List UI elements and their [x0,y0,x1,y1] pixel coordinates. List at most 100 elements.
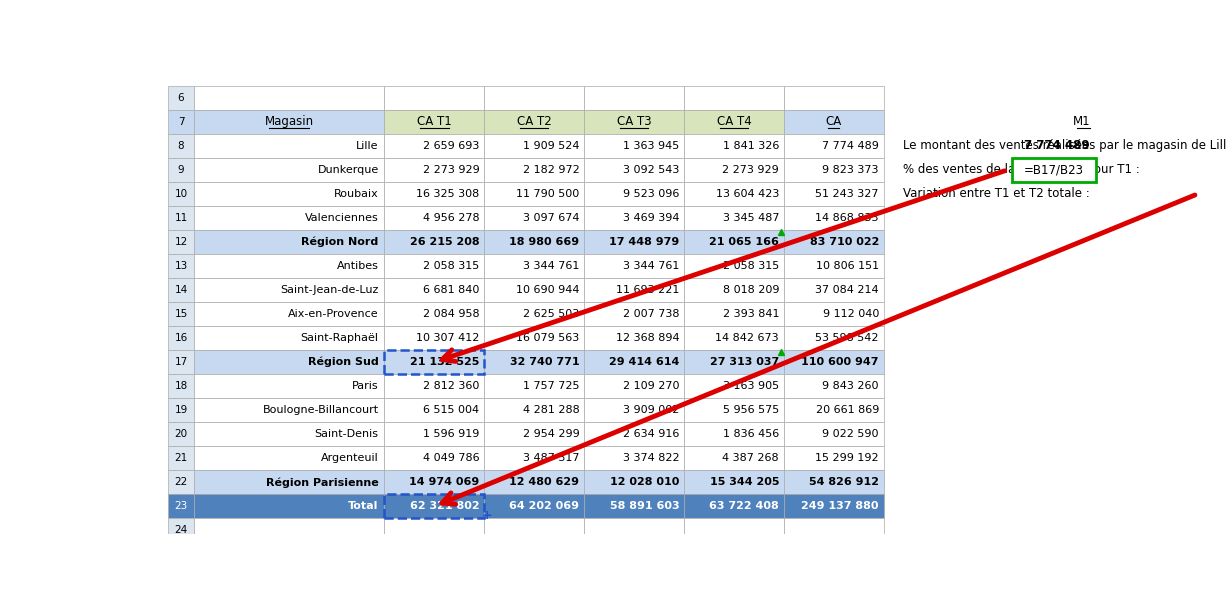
Text: 4 387 268: 4 387 268 [723,453,779,463]
Text: Boulogne-Billancourt: Boulogne-Billancourt [263,405,379,415]
Text: 12 480 629: 12 480 629 [509,477,579,487]
Text: Dunkerque: Dunkerque [318,165,379,175]
Bar [784,206,883,230]
Bar [683,446,784,470]
Text: Variation entre T1 et T2 totale :: Variation entre T1 et T2 totale : [903,187,1090,200]
Bar [784,518,883,542]
Bar [168,350,194,374]
Bar [168,422,194,446]
Text: 18: 18 [174,381,188,391]
Bar [194,350,384,374]
Bar [485,302,584,326]
Text: 11 790 500: 11 790 500 [517,189,579,199]
Bar [384,278,485,302]
Bar [584,470,683,494]
Bar [584,302,683,326]
Bar [485,110,584,134]
Text: CA: CA [826,115,842,128]
Text: Antibes: Antibes [337,261,379,271]
Text: 58 891 603: 58 891 603 [610,501,680,511]
Text: 2 634 916: 2 634 916 [623,429,680,439]
Bar [485,518,584,542]
Text: 10 307 412: 10 307 412 [416,333,480,343]
Bar [384,206,485,230]
Bar [485,422,584,446]
Bar [584,86,683,110]
Bar [683,350,784,374]
Bar [384,422,485,446]
Text: 3 909 002: 3 909 002 [623,405,680,415]
Text: 2 273 929: 2 273 929 [723,165,779,175]
Text: 2 812 360: 2 812 360 [423,381,480,391]
Text: 4 956 278: 4 956 278 [423,213,480,223]
Text: 27 313 037: 27 313 037 [710,357,779,367]
Text: Roubaix: Roubaix [334,189,379,199]
Bar [194,518,384,542]
Text: 16: 16 [174,333,188,343]
Text: 10 690 944: 10 690 944 [515,285,579,295]
Bar [683,326,784,350]
Bar [485,182,584,206]
Bar [784,494,883,518]
Text: Lille: Lille [356,141,379,151]
Bar [194,230,384,254]
Bar [194,278,384,302]
Bar [194,470,384,494]
Bar [784,278,883,302]
Bar [784,254,883,278]
Bar [194,182,384,206]
Text: 10 806 151: 10 806 151 [816,261,879,271]
Text: 14 974 069: 14 974 069 [410,477,480,487]
Text: 62 321 802: 62 321 802 [410,501,480,511]
Text: 3 163 905: 3 163 905 [723,381,779,391]
Bar [168,278,194,302]
Bar [194,110,384,134]
Text: CA T3: CA T3 [617,115,652,128]
Text: 9 523 096: 9 523 096 [623,189,680,199]
Bar [683,470,784,494]
Bar [194,494,384,518]
Text: =B17/B23: =B17/B23 [1023,163,1083,176]
Text: 2 084 958: 2 084 958 [423,309,480,319]
Text: 2 273 929: 2 273 929 [423,165,480,175]
Text: 17 448 979: 17 448 979 [609,237,680,247]
Bar [384,158,485,182]
Text: 2 109 270: 2 109 270 [623,381,680,391]
Bar [168,158,194,182]
Text: 2 393 841: 2 393 841 [723,309,779,319]
Bar [168,446,194,470]
Text: 16 325 308: 16 325 308 [416,189,480,199]
Bar [584,134,683,158]
Bar [485,326,584,350]
Bar [584,206,683,230]
Text: 11 693 221: 11 693 221 [616,285,680,295]
Text: 6: 6 [178,93,184,103]
Bar [584,422,683,446]
Bar [384,494,485,518]
Text: 64 202 069: 64 202 069 [509,501,579,511]
Text: 9 843 260: 9 843 260 [822,381,879,391]
Bar [584,278,683,302]
Bar [683,398,784,422]
Text: Région Sud: Région Sud [308,357,379,367]
Text: 3 344 761: 3 344 761 [623,261,680,271]
Text: 9 823 373: 9 823 373 [822,165,879,175]
Bar [683,278,784,302]
Text: Le montant des ventes réalisées par le magasin de Lille :: Le montant des ventes réalisées par le m… [903,139,1227,152]
Text: 1 836 456: 1 836 456 [723,429,779,439]
Text: 1 363 945: 1 363 945 [623,141,680,151]
Text: 14 868 833: 14 868 833 [816,213,879,223]
Bar [584,182,683,206]
Bar [584,326,683,350]
Text: 19: 19 [174,405,188,415]
Text: 9 022 590: 9 022 590 [822,429,879,439]
Bar [384,518,485,542]
Bar [194,446,384,470]
Text: 9 112 040: 9 112 040 [822,309,879,319]
Text: 37 084 214: 37 084 214 [815,285,879,295]
Bar [168,518,194,542]
Text: 10: 10 [174,189,188,199]
Text: 18 980 669: 18 980 669 [509,237,579,247]
Text: 110 600 947: 110 600 947 [801,357,879,367]
Text: 2 058 315: 2 058 315 [723,261,779,271]
